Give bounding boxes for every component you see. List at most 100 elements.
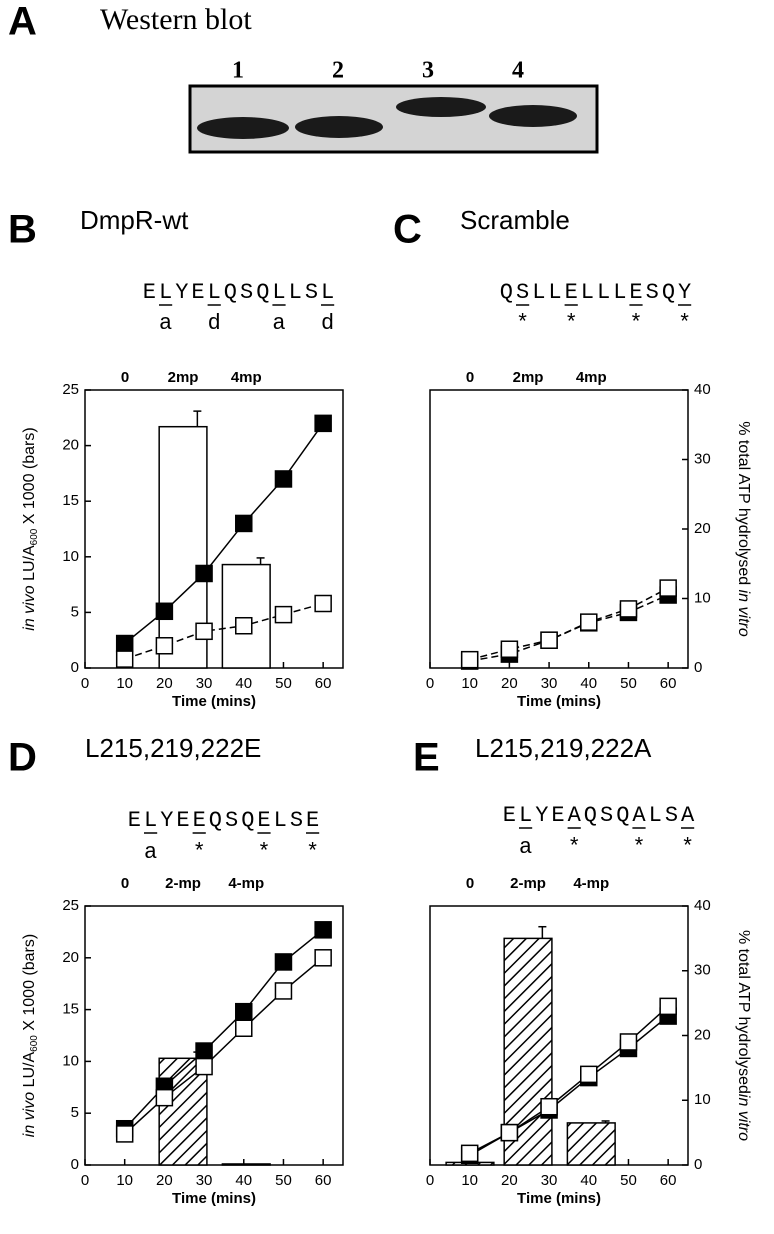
y-axis-title-part: X 1000 (bars) — [21, 934, 38, 1035]
marker — [274, 470, 293, 488]
x-tick-label: 50 — [620, 1172, 637, 1189]
panel-title: Scramble — [460, 205, 570, 235]
band — [396, 97, 486, 117]
band — [489, 105, 577, 127]
y-axis-title-part: LU/A — [21, 545, 38, 585]
sequence: ELYELQSQLLSL — [143, 280, 337, 305]
marker — [540, 631, 558, 649]
y2-tick-label: 20 — [694, 1026, 711, 1043]
marker — [155, 637, 174, 655]
x-tick-label: 40 — [580, 675, 597, 692]
bar-category: 0 — [121, 875, 129, 892]
x-tick-label: 30 — [541, 1172, 558, 1189]
x-tick-label: 20 — [501, 1172, 518, 1189]
marker — [314, 414, 332, 433]
series-line — [124, 929, 324, 1130]
x-tick-label: 50 — [275, 675, 292, 692]
y-axis-title-part: LU/A — [21, 1052, 38, 1092]
marker — [195, 1042, 213, 1060]
heptad: * * * * — [500, 311, 694, 336]
bar-category: 2mp — [513, 369, 544, 386]
marker — [155, 1088, 174, 1107]
x-tick-label: 30 — [196, 1172, 213, 1189]
x-tick-label: 40 — [580, 1172, 597, 1189]
plot-frame — [84, 389, 344, 669]
x-tick-label: 0 — [426, 1172, 434, 1189]
bar-category: 2-mp — [510, 875, 546, 892]
panel-title: L215,219,222A — [475, 733, 652, 763]
marker — [500, 640, 519, 658]
marker — [619, 600, 638, 618]
y-axis-title-part: in vivo — [21, 1092, 38, 1137]
y-axis-title-part: X 1000 (bars) — [21, 427, 38, 528]
bar-category: 4-mp — [573, 875, 609, 892]
sequence: ELYEAQSQALSA — [503, 803, 697, 828]
x-tick-label: 50 — [620, 675, 637, 692]
lane-label: 1 — [232, 58, 244, 84]
x-tick-label: 20 — [156, 675, 173, 692]
marker — [115, 650, 134, 668]
y2-tick-label: 20 — [694, 520, 711, 537]
y2-tick-label: 40 — [694, 897, 711, 914]
x-tick-label: 40 — [235, 1172, 252, 1189]
x-tick-label: 10 — [116, 1172, 133, 1189]
marker — [274, 605, 293, 624]
panel-label: E — [413, 736, 440, 780]
marker — [235, 514, 253, 533]
marker — [274, 953, 293, 971]
x-tick-label: 60 — [660, 1172, 677, 1189]
y-axis-title-part: 600 — [29, 1035, 40, 1052]
y-tick-label: 15 — [62, 1001, 79, 1018]
lane-label: 3 — [422, 58, 434, 84]
y2-tick-label: 10 — [694, 589, 711, 606]
y-axis-title: in vivo LU/A600 X 1000 (bars) — [21, 934, 39, 1137]
series-line — [469, 594, 669, 662]
y-tick-label: 10 — [62, 548, 79, 565]
y-axis-title-part: 600 — [29, 528, 40, 545]
y2-axis-title-part: % total ATP hydrolysed — [735, 930, 752, 1094]
bar-category: 0 — [121, 369, 129, 386]
bar-category: 0 — [466, 369, 474, 386]
panel-label: D — [8, 736, 37, 780]
blot-title: Western blot — [100, 3, 252, 36]
x-axis-title: Time (mins) — [517, 693, 601, 710]
sequence: QSLLELLLESQY — [500, 280, 694, 305]
y-tick-label: 0 — [71, 659, 79, 676]
panel-label: C — [393, 208, 422, 252]
lane-label: 4 — [512, 58, 524, 84]
marker — [314, 921, 332, 939]
series-line — [469, 587, 669, 661]
y-tick-label: 5 — [71, 603, 79, 620]
marker — [460, 1144, 479, 1163]
lane-labels: 1 2 3 4 — [232, 58, 524, 84]
x-axis-title: Time (mins) — [172, 1190, 256, 1207]
marker — [500, 1123, 519, 1142]
x-axis-title: Time (mins) — [172, 693, 256, 710]
y-tick-label: 25 — [62, 381, 79, 398]
marker — [314, 949, 332, 967]
x-tick-label: 30 — [541, 675, 558, 692]
y-axis-title-part: in vivo — [21, 585, 38, 630]
marker — [314, 594, 332, 613]
y2-tick-label: 0 — [694, 659, 702, 676]
y-tick-label: 20 — [62, 949, 79, 966]
marker — [580, 613, 598, 631]
y2-axis-title-part: % total ATP hydrolysed — [735, 421, 752, 589]
x-tick-label: 60 — [660, 675, 677, 692]
marker — [460, 650, 479, 669]
bar — [221, 1163, 271, 1166]
x-tick-label: 10 — [116, 675, 133, 692]
y-tick-label: 5 — [71, 1104, 79, 1121]
x-tick-label: 0 — [81, 675, 89, 692]
y-tick-label: 20 — [62, 437, 79, 454]
marker — [235, 1019, 253, 1037]
bar — [221, 563, 271, 669]
y2-axis-title-part: in vitro — [735, 590, 752, 637]
marker — [619, 1033, 638, 1051]
x-tick-label: 20 — [156, 1172, 173, 1189]
marker — [580, 1065, 598, 1084]
bar — [158, 1057, 208, 1166]
x-tick-label: 60 — [315, 1172, 332, 1189]
y-tick-label: 15 — [62, 492, 79, 509]
